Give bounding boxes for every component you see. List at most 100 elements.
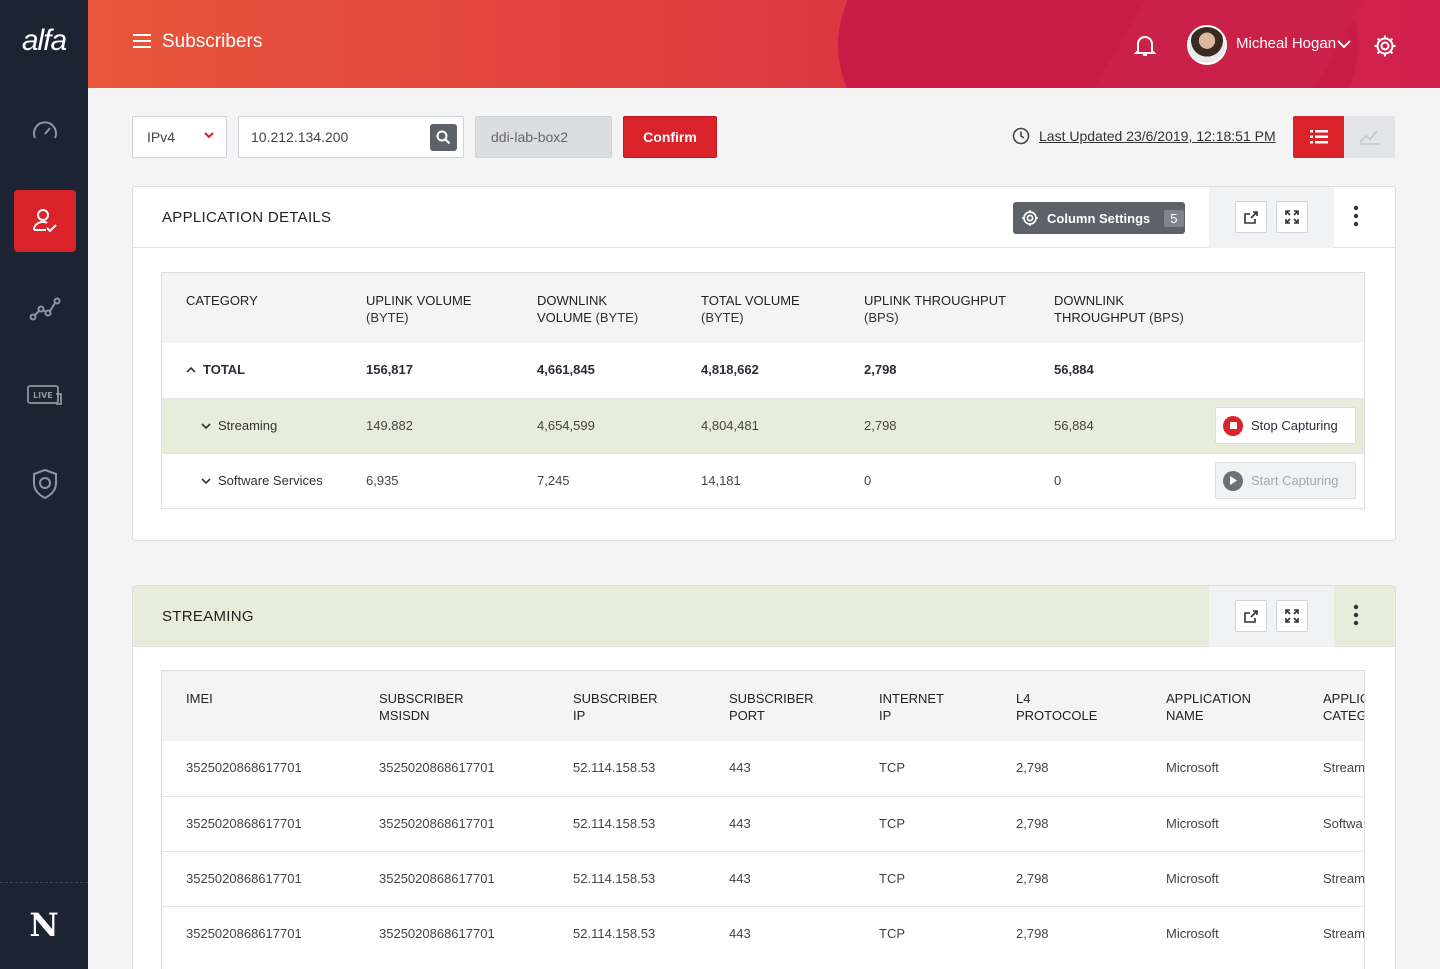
uplink-cell: 149.882 <box>366 418 413 433</box>
column-header[interactable]: UPLINK VOLUME (BYTE) <box>366 292 496 326</box>
bell-icon[interactable] <box>1134 33 1156 57</box>
msisdn-cell: 3525020868617701 <box>379 816 495 831</box>
gear-icon[interactable] <box>1373 34 1397 58</box>
expand-button[interactable] <box>1276 201 1308 233</box>
column-header[interactable]: IMEI <box>186 691 213 706</box>
downlink-cell: 4,661,845 <box>537 362 595 377</box>
table-row[interactable]: Software Services 6,935 7,245 14,181 0 0… <box>162 453 1364 508</box>
card-tools <box>1209 187 1334 248</box>
application-details-title: APPLICATION DETAILS <box>162 209 332 226</box>
port-cell: 443 <box>729 926 751 941</box>
column-label: DOWNLINK THROUGHPUT <box>1054 293 1146 325</box>
sidebar-divider <box>0 882 88 883</box>
streaming-title: STREAMING <box>162 608 254 625</box>
sidebar-item-dashboard[interactable] <box>14 101 76 163</box>
list-view-toggle[interactable] <box>1293 116 1344 158</box>
last-updated[interactable]: Last Updated 23/6/2019, 12:18:51 PM <box>1012 127 1276 145</box>
user-name[interactable]: Micheal Hogan <box>1236 35 1337 52</box>
sidebar-item-live[interactable]: LIVE <box>14 365 76 427</box>
column-header[interactable]: CATEGORY <box>186 292 258 309</box>
uplink-throughput-cell: 2,798 <box>864 362 897 377</box>
uplink-cell: 156,817 <box>366 362 413 377</box>
app-name-cell: Microsoft <box>1166 926 1219 941</box>
stop-capturing-label: Stop Capturing <box>1251 418 1338 433</box>
sidebar-item-subscribers[interactable] <box>14 190 76 252</box>
total-cell: 4,818,662 <box>701 362 759 377</box>
clock-icon <box>1012 127 1030 145</box>
more-options-icon[interactable] <box>1353 604 1359 626</box>
protocol-cell: 2,798 <box>1016 760 1049 775</box>
expand-button[interactable] <box>1276 600 1308 632</box>
uplink-throughput-cell: 2,798 <box>864 418 897 433</box>
search-button[interactable] <box>430 124 457 151</box>
app-logo[interactable]: alfa <box>21 24 67 57</box>
live-monitor-icon: LIVE <box>27 385 62 405</box>
table-row[interactable]: 3525020868617701 3525020868617701 52.114… <box>162 906 1364 961</box>
stop-capturing-button[interactable]: Stop Capturing <box>1215 407 1356 444</box>
column-unit: (BYTE) <box>701 310 744 325</box>
column-label: CATEGORY <box>186 293 258 308</box>
column-header[interactable]: DOWNLINK VOLUME (BYTE) <box>537 292 657 326</box>
play-icon <box>1223 470 1243 491</box>
app-category-cell: Streami <box>1323 760 1365 775</box>
column-settings-button[interactable]: Column Settings 5 <box>1013 202 1185 234</box>
chevron-down-icon[interactable] <box>201 478 211 485</box>
column-header[interactable]: UPLINK THROUGHPUT (BPS) <box>864 292 1014 326</box>
column-header[interactable]: TOTAL VOLUME (BYTE) <box>701 292 821 326</box>
list-icon <box>1309 130 1328 144</box>
column-label: TOTAL VOLUME <box>701 293 800 308</box>
stop-icon <box>1223 415 1243 436</box>
msisdn-cell: 3525020868617701 <box>379 871 495 886</box>
avatar[interactable] <box>1187 25 1227 65</box>
sidebar-item-security[interactable] <box>14 453 76 515</box>
app-name-cell: Microsoft <box>1166 871 1219 886</box>
column-header[interactable]: APPLIC CATEG <box>1323 691 1365 723</box>
table-row[interactable]: TOTAL 156,817 4,661,845 4,818,662 2,798 … <box>162 343 1364 398</box>
streaming-card: STREAMING IMEI SUBSCRIBER MSISDN SUBSCRI… <box>132 585 1396 969</box>
column-header[interactable]: L4 PROTOCOLE <box>1016 691 1098 723</box>
protocol-cell: 2,798 <box>1016 871 1049 886</box>
ip-version-select[interactable]: IPv4 <box>132 116 227 158</box>
protocol-cell: 2,798 <box>1016 926 1049 941</box>
column-header[interactable]: SUBSCRIBER MSISDN <box>379 691 464 723</box>
uplink-cell: 6,935 <box>366 473 399 488</box>
ip-address-input[interactable]: 10.212.134.200 <box>238 116 464 158</box>
start-capturing-button[interactable]: Start Capturing <box>1215 462 1356 499</box>
start-capturing-label: Start Capturing <box>1251 473 1339 488</box>
protocol-cell: 2,798 <box>1016 816 1049 831</box>
more-options-icon[interactable] <box>1353 205 1359 227</box>
msisdn-cell: 3525020868617701 <box>379 760 495 775</box>
column-header[interactable]: DOWNLINK THROUGHPUT (BPS) <box>1054 292 1204 326</box>
column-header[interactable]: APPLICATION NAME <box>1166 691 1252 723</box>
column-header[interactable]: SUBSCRIBER IP <box>573 691 658 723</box>
total-cell: 14,181 <box>701 473 741 488</box>
column-label: UPLINK THROUGHPUT <box>864 293 1006 308</box>
table-row[interactable]: 3525020868617701 3525020868617701 52.114… <box>162 796 1364 851</box>
confirm-button[interactable]: Confirm <box>623 116 717 158</box>
export-button[interactable] <box>1235 600 1267 632</box>
table-row[interactable]: 3525020868617701 3525020868617701 52.114… <box>162 741 1364 796</box>
table-row[interactable]: 3525020868617701 3525020868617701 52.114… <box>162 851 1364 906</box>
sidebar: alfa LIVE N <box>0 0 88 969</box>
table-row[interactable]: Streaming 149.882 4,654,599 4,804,481 2,… <box>162 398 1364 453</box>
chevron-down-icon[interactable] <box>1337 40 1351 49</box>
export-button[interactable] <box>1235 201 1267 233</box>
sidebar-item-analytics[interactable] <box>14 277 76 339</box>
msisdn-cell: 3525020868617701 <box>379 926 495 941</box>
subscriber-ip-cell: 52.114.158.53 <box>573 871 656 886</box>
downlink-throughput-cell: 0 <box>1054 473 1062 488</box>
last-updated-text: Last Updated 23/6/2019, 12:18:51 PM <box>1039 128 1276 144</box>
chevron-down-icon[interactable] <box>201 423 211 430</box>
application-details-header: APPLICATION DETAILS Column Settings 5 <box>133 187 1395 248</box>
app-category-cell: Streami <box>1323 871 1365 886</box>
internet-ip-cell: TCP <box>879 760 905 775</box>
chevron-up-icon[interactable] <box>186 366 196 373</box>
column-header[interactable]: INTERNET IP <box>879 691 944 723</box>
downlink-throughput-cell: 56,884 <box>1054 362 1094 377</box>
chart-icon <box>1358 130 1380 145</box>
port-cell: 443 <box>729 760 751 775</box>
internet-ip-cell: TCP <box>879 816 905 831</box>
menu-icon[interactable] <box>132 33 152 49</box>
column-header[interactable]: SUBSCRIBER PORT <box>729 691 814 723</box>
chart-view-toggle[interactable] <box>1344 116 1395 158</box>
